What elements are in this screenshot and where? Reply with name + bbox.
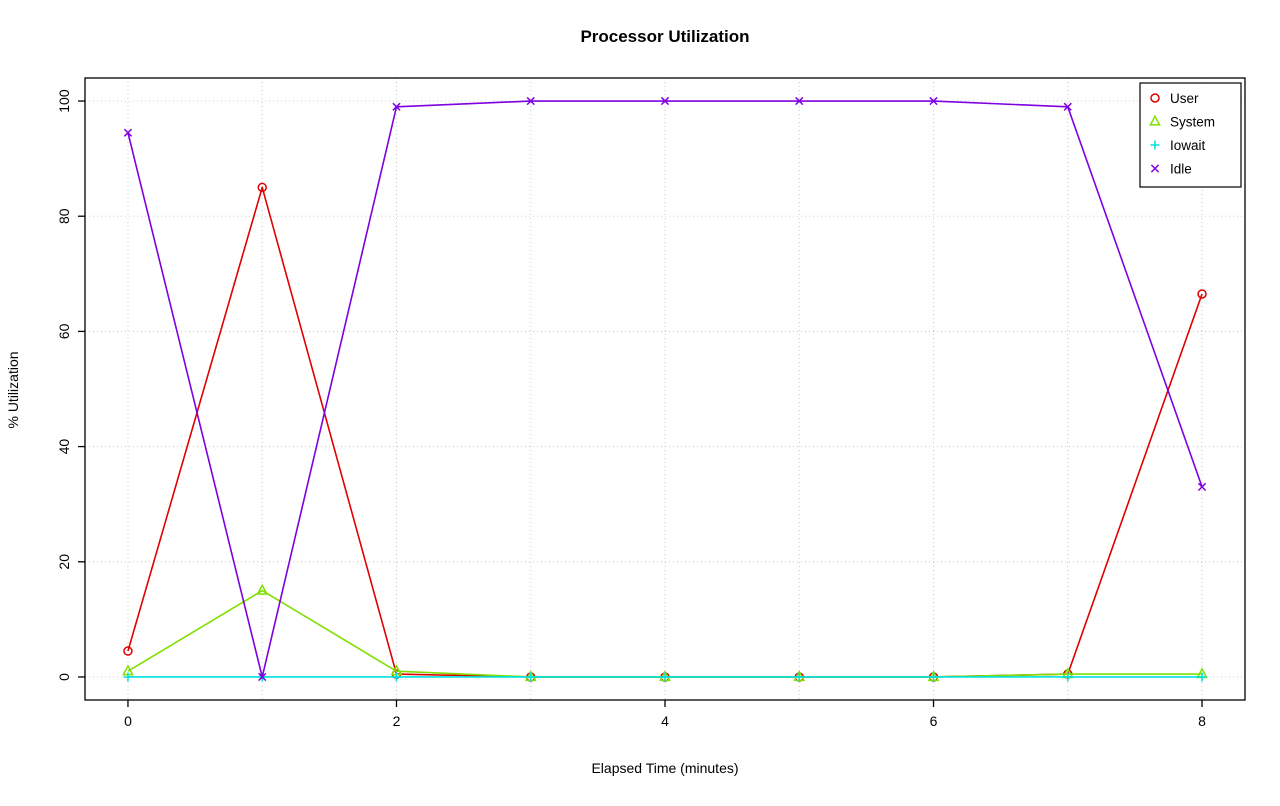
x-marker xyxy=(1063,102,1072,111)
data-series xyxy=(122,96,1208,682)
x-marker xyxy=(1197,482,1207,492)
x-marker xyxy=(1150,164,1160,173)
x-tick-label: 0 xyxy=(124,713,132,729)
series-idle xyxy=(123,96,1207,682)
x-marker xyxy=(526,96,535,106)
circle-marker xyxy=(1197,289,1207,299)
series-iowait xyxy=(123,672,1207,682)
plus-marker xyxy=(794,672,804,682)
legend-label: System xyxy=(1170,114,1215,129)
circle-marker xyxy=(123,646,133,656)
y-tick-label: 80 xyxy=(56,208,72,224)
circle-marker xyxy=(1150,93,1160,103)
y-axis-label: % Utilization xyxy=(5,351,21,428)
circle-marker xyxy=(257,182,267,193)
x-marker xyxy=(123,128,133,137)
y-tick-label: 60 xyxy=(56,323,72,339)
triangle-marker xyxy=(256,583,269,595)
x-marker xyxy=(929,96,938,106)
y-tick-label: 40 xyxy=(56,439,72,455)
plus-marker xyxy=(123,672,133,682)
y-tick-label: 20 xyxy=(56,554,72,570)
x-tick-label: 2 xyxy=(393,713,401,729)
x-marker xyxy=(660,96,670,106)
y-tick-label: 0 xyxy=(56,673,72,681)
y-tick-label: 100 xyxy=(56,89,72,113)
x-tick-label: 4 xyxy=(661,713,669,729)
grid-lines xyxy=(85,78,1245,700)
legend-label: Iowait xyxy=(1170,138,1206,153)
plus-marker xyxy=(1063,672,1073,682)
x-marker xyxy=(392,102,401,111)
chart-title: Processor Utilization xyxy=(580,27,749,46)
x-axis-label: Elapsed Time (minutes) xyxy=(591,760,738,776)
plus-marker xyxy=(1197,672,1207,682)
triangle-marker xyxy=(1149,114,1161,126)
legend-label: Idle xyxy=(1170,161,1192,176)
x-tick-label: 6 xyxy=(930,713,938,729)
plus-marker xyxy=(391,672,401,682)
x-marker xyxy=(258,672,267,682)
legend: User System Iowait Idle xyxy=(1139,82,1242,188)
plus-marker xyxy=(526,672,536,682)
series-line xyxy=(127,186,1203,678)
plus-marker xyxy=(660,672,670,682)
series-line xyxy=(127,589,1203,678)
x-marker xyxy=(795,96,804,106)
plus-marker xyxy=(929,672,939,682)
x-tick-label: 8 xyxy=(1198,713,1206,729)
legend-label: User xyxy=(1170,91,1199,106)
plus-marker xyxy=(1150,140,1160,150)
